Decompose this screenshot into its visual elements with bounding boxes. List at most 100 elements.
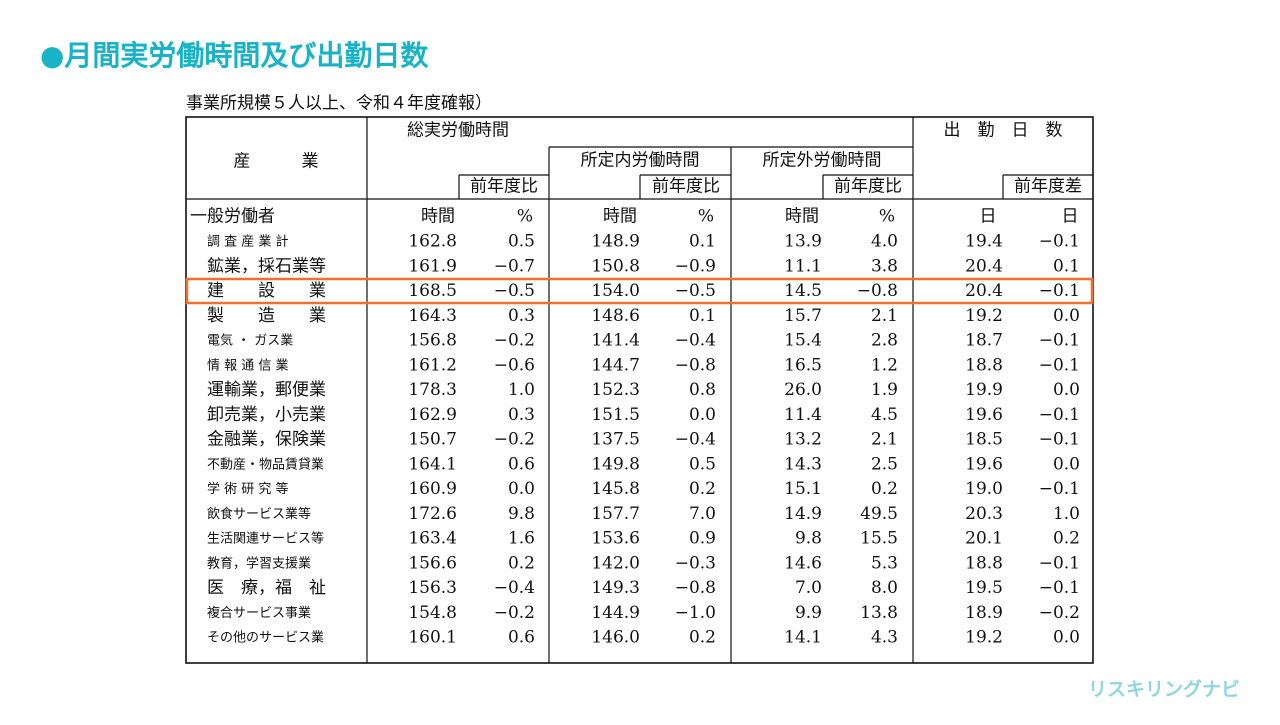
cell-value: 0.2: [1053, 529, 1080, 549]
cell-value: 164.1: [408, 454, 457, 474]
unit-label: 時間: [785, 207, 819, 227]
cell-value: 19.2: [965, 628, 1003, 648]
industry-label: 複合サービス事業: [207, 605, 311, 621]
cell-value: 19.5: [965, 578, 1003, 598]
cell-value: 11.4: [784, 405, 822, 425]
cell-value: 19.0: [965, 479, 1003, 499]
cell-value: 150.7: [408, 430, 457, 450]
cell-value: 14.3: [784, 454, 822, 474]
cell-value: 151.5: [591, 405, 640, 425]
industry-label: 建 設 業: [207, 281, 326, 301]
cell-value: 1.0: [508, 380, 535, 400]
cell-value: 0.5: [508, 232, 535, 252]
group-label: 一般労働者: [190, 207, 275, 227]
cell-value: 156.8: [408, 331, 457, 351]
cell-value: 13.9: [784, 232, 822, 252]
cell-value: 2.1: [871, 306, 898, 326]
cell-value: 16.5: [784, 355, 822, 375]
cell-value: 49.5: [860, 504, 898, 524]
table-border: [185, 116, 1094, 664]
cell-value: −0.1: [1039, 405, 1080, 425]
cell-value: 0.1: [689, 232, 716, 252]
cell-value: 0.0: [689, 405, 716, 425]
cell-value: 148.6: [591, 306, 640, 326]
cell-value: 1.6: [508, 529, 535, 549]
cell-value: −1.0: [675, 603, 716, 623]
unit-label: 日: [980, 207, 997, 227]
cell-value: 142.0: [591, 553, 640, 573]
unit-label: %: [517, 207, 533, 227]
cell-value: 164.3: [408, 306, 457, 326]
cell-value: 160.9: [408, 479, 457, 499]
cell-value: 0.9: [689, 529, 716, 549]
cell-value: 163.4: [408, 529, 457, 549]
cell-value: 5.3: [871, 553, 898, 573]
cell-value: −0.1: [1039, 553, 1080, 573]
cell-value: 0.1: [689, 306, 716, 326]
cell-value: 13.8: [860, 603, 898, 623]
cell-value: −0.6: [494, 355, 535, 375]
cell-value: 0.1: [1053, 256, 1080, 276]
cell-value: 161.9: [408, 256, 457, 276]
cell-value: −0.1: [1039, 281, 1080, 301]
cell-value: 9.8: [795, 529, 822, 549]
cell-value: 19.6: [965, 454, 1003, 474]
cell-value: 168.5: [408, 281, 457, 301]
cell-value: 0.8: [689, 380, 716, 400]
cell-value: 20.3: [965, 504, 1003, 524]
industry-label: 不動産・物品賃貸業: [207, 456, 324, 472]
cell-value: −0.4: [675, 331, 716, 351]
cell-value: 161.2: [408, 355, 457, 375]
cell-value: 0.2: [689, 628, 716, 648]
header-cell: 産 業: [234, 152, 319, 172]
cell-value: 26.0: [784, 380, 822, 400]
cell-value: 19.6: [965, 405, 1003, 425]
cell-value: −0.8: [857, 281, 898, 301]
cell-value: −0.1: [1039, 430, 1080, 450]
cell-value: 4.5: [871, 405, 898, 425]
cell-value: 0.0: [508, 479, 535, 499]
cell-value: −0.8: [675, 578, 716, 598]
cell-value: 0.6: [508, 628, 535, 648]
cell-value: 15.7: [784, 306, 822, 326]
cell-value: 7.0: [795, 578, 822, 598]
unit-label: 時間: [603, 207, 637, 227]
unit-label: %: [879, 207, 895, 227]
cell-value: 7.0: [689, 504, 716, 524]
cell-value: 149.3: [591, 578, 640, 598]
header-cell: 総実労働時間: [407, 121, 509, 141]
cell-value: −0.1: [1039, 331, 1080, 351]
industry-label: 製 造 業: [207, 306, 326, 326]
industry-label: 金融業，保険業: [207, 430, 326, 450]
cell-value: 4.3: [871, 628, 898, 648]
cell-value: 9.9: [795, 603, 822, 623]
cell-value: 4.0: [871, 232, 898, 252]
cell-value: −0.4: [675, 430, 716, 450]
cell-value: 156.6: [408, 553, 457, 573]
header-cell: 所定外労働時間: [763, 151, 882, 171]
cell-value: 146.0: [591, 628, 640, 648]
cell-value: 0.2: [689, 479, 716, 499]
unit-label: %: [698, 207, 714, 227]
ratio-boxes: [458, 174, 1093, 199]
cell-value: −0.2: [494, 603, 535, 623]
industry-label: 教育，学習支援業: [207, 555, 311, 571]
cell-value: 156.3: [408, 578, 457, 598]
cell-value: 141.4: [591, 331, 640, 351]
cell-value: 20.4: [965, 256, 1003, 276]
cell-value: 20.1: [965, 529, 1003, 549]
cell-value: −0.3: [675, 553, 716, 573]
cell-value: 0.0: [1053, 380, 1080, 400]
cell-value: 20.4: [965, 281, 1003, 301]
cell-value: 18.7: [965, 331, 1003, 351]
cell-value: 2.8: [871, 331, 898, 351]
cell-value: 0.0: [1053, 306, 1080, 326]
cell-value: 172.6: [408, 504, 457, 524]
logo: リスキリングナビ: [1088, 678, 1240, 701]
cell-value: 15.5: [860, 529, 898, 549]
cell-value: 8.0: [871, 578, 898, 598]
cell-value: −0.2: [1039, 603, 1080, 623]
cell-value: 144.7: [591, 355, 640, 375]
cell-value: 152.3: [591, 380, 640, 400]
cell-value: −0.1: [1039, 355, 1080, 375]
